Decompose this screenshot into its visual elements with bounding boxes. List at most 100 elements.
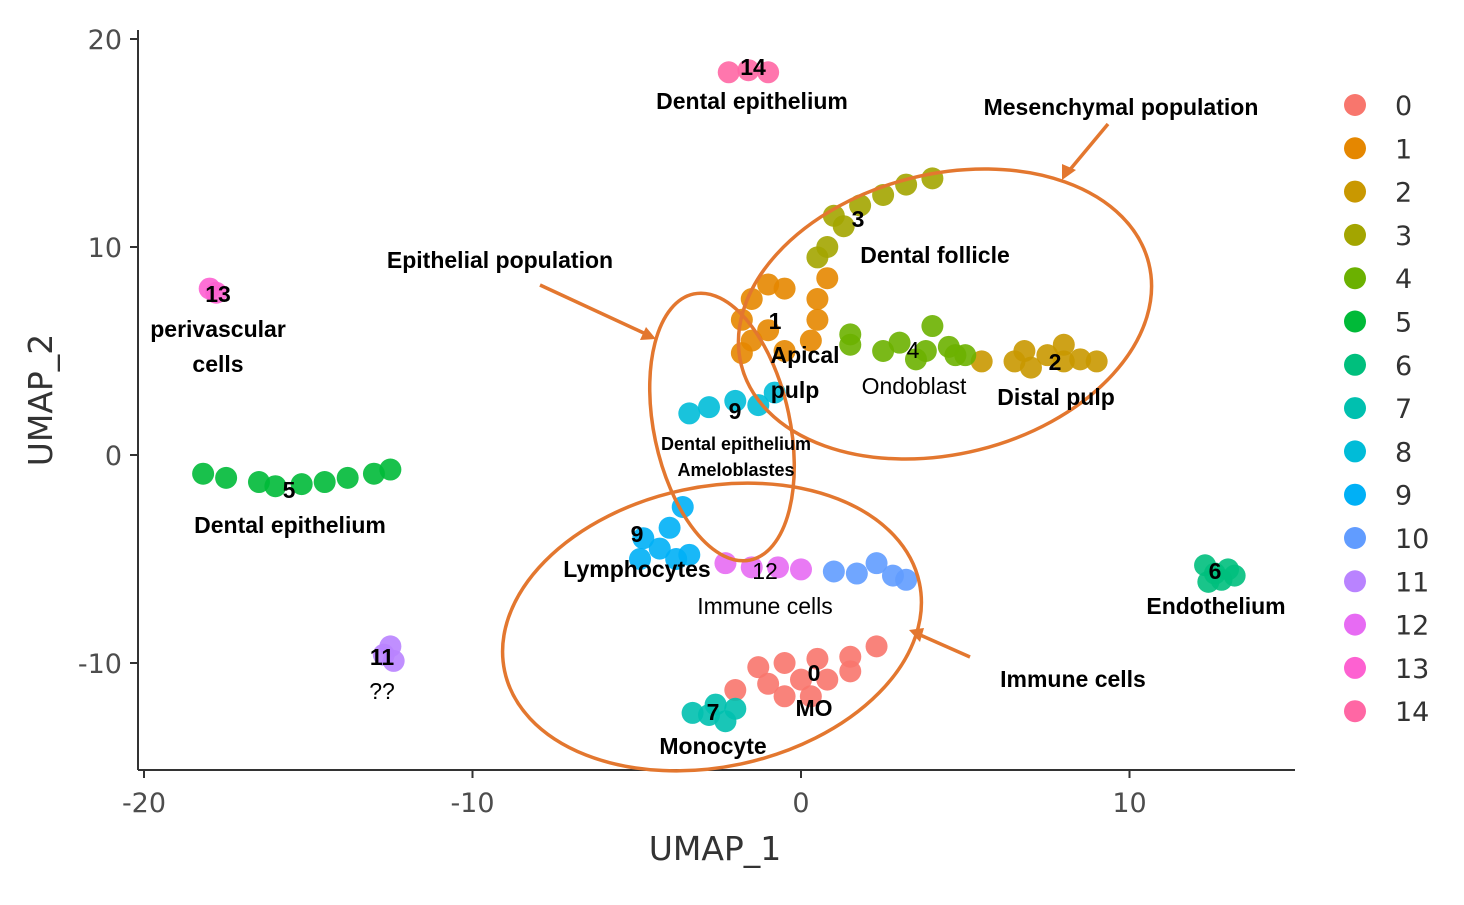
scatter-point <box>790 558 812 581</box>
scatter-point <box>730 342 753 365</box>
legend-label: 5 <box>1395 308 1412 339</box>
scatter-point <box>632 527 655 550</box>
legend-label: 11 <box>1395 567 1429 598</box>
cluster-6-points <box>1194 554 1246 593</box>
scatter-point <box>1223 564 1246 587</box>
x-tick-label: 10 <box>1112 788 1146 819</box>
scatter-point <box>888 331 911 354</box>
scatter-point <box>678 543 701 566</box>
annotation-cluster-11: 11 <box>370 644 395 670</box>
scatter-point <box>313 471 336 494</box>
scatter-point <box>215 466 238 489</box>
cluster-14-points <box>717 59 780 84</box>
scatter-point <box>822 560 845 583</box>
scatter-point <box>1069 348 1092 371</box>
cluster-13-points <box>198 277 228 304</box>
mesenchymal-arrowhead <box>1062 164 1076 180</box>
legend-swatch <box>1344 613 1366 636</box>
annotation-dental-epithelium-top: Dental epithelium <box>656 88 848 114</box>
legend-swatch <box>1344 223 1366 246</box>
legend-label: 4 <box>1395 264 1412 295</box>
annotation-cluster-14: 14 <box>740 54 766 80</box>
annotation-cluster-0: 0 <box>808 660 821 686</box>
scatter-point <box>717 61 740 84</box>
scatter-point <box>865 635 888 658</box>
annotation-cluster-12: 12 <box>752 558 778 584</box>
scatter-point <box>724 679 747 702</box>
legend-label: 2 <box>1395 178 1412 209</box>
annotation-epithelial-population: Epithelial population <box>387 247 613 273</box>
scatter-point <box>921 315 944 338</box>
scatter-points <box>192 59 1246 733</box>
annotation-cluster-5: 5 <box>283 477 296 503</box>
legend-swatch <box>1344 440 1366 463</box>
y-tick-label: 0 <box>105 441 122 472</box>
annotation-unknown: ?? <box>369 678 395 704</box>
epithelial-arrowhead <box>640 327 656 340</box>
scatter-point <box>724 697 747 720</box>
annotation-immune-cells-inner: Immune cells <box>697 593 832 619</box>
scatter-point <box>658 516 681 539</box>
scatter-point <box>816 668 839 691</box>
scatter-point <box>806 308 829 331</box>
scatter-point <box>904 348 927 371</box>
scatter-point <box>1085 350 1108 373</box>
scatter-point <box>681 701 704 724</box>
legend-swatch <box>1344 94 1366 116</box>
immune-cells-outline <box>500 481 924 773</box>
legend-swatch <box>1344 656 1366 679</box>
scatter-point <box>767 556 790 579</box>
legend-label: 12 <box>1395 611 1429 642</box>
legend-swatch <box>1344 570 1366 593</box>
legend-label: 9 <box>1395 481 1412 512</box>
annotation-cluster-1: 1 <box>769 308 782 334</box>
legend-swatch <box>1344 310 1366 333</box>
immune-arrow <box>917 632 971 659</box>
scatter-point <box>379 635 402 658</box>
legend-swatch <box>1344 267 1366 290</box>
annotation-cluster-9-top: 9 <box>729 398 742 424</box>
scatter-point <box>872 340 895 362</box>
scatter-point <box>648 537 671 560</box>
scatter-point <box>799 685 822 708</box>
legend-label: 0 <box>1395 91 1412 122</box>
annotation-cells: cells <box>192 351 243 377</box>
legend-swatch <box>1344 353 1366 376</box>
x-tick-label: -20 <box>122 788 166 819</box>
scatter-point <box>1052 350 1075 373</box>
legend-swatch <box>1344 137 1366 160</box>
y-tick-label: 20 <box>88 25 122 56</box>
mesenchymal-arrow <box>1066 122 1110 174</box>
legend-label: 13 <box>1395 654 1429 685</box>
annotation-monocyte: Monocyte <box>659 733 766 759</box>
scatter-point <box>678 402 701 425</box>
scatter-point <box>362 462 385 485</box>
annotation-cluster-9-bottom: 9 <box>631 521 644 547</box>
legend-swatch <box>1344 483 1366 506</box>
scatter-point <box>247 471 270 494</box>
legend-label: 8 <box>1395 437 1412 468</box>
epithelial-arrow <box>539 283 649 337</box>
scatter-point <box>790 668 812 691</box>
scatter-point <box>757 672 780 695</box>
epithelial-population-outline <box>647 291 797 563</box>
scatter-point <box>806 246 829 269</box>
annotation-cluster-3: 3 <box>852 206 865 232</box>
scatter-point <box>773 652 796 674</box>
scatter-point <box>806 288 829 310</box>
scatter-point <box>865 552 888 575</box>
scatter-point <box>192 462 215 485</box>
annotation-pulp: pulp <box>771 377 820 403</box>
scatter-point <box>629 548 652 570</box>
cluster-7-points <box>681 693 747 733</box>
cluster-2-points <box>970 333 1108 379</box>
scatter-point <box>737 59 760 82</box>
annotation-dental-epithelium-left: Dental epithelium <box>194 512 386 538</box>
scatter-point <box>1197 570 1220 593</box>
scatter-point <box>1052 333 1075 356</box>
annotation-apical: Apical <box>770 342 839 368</box>
